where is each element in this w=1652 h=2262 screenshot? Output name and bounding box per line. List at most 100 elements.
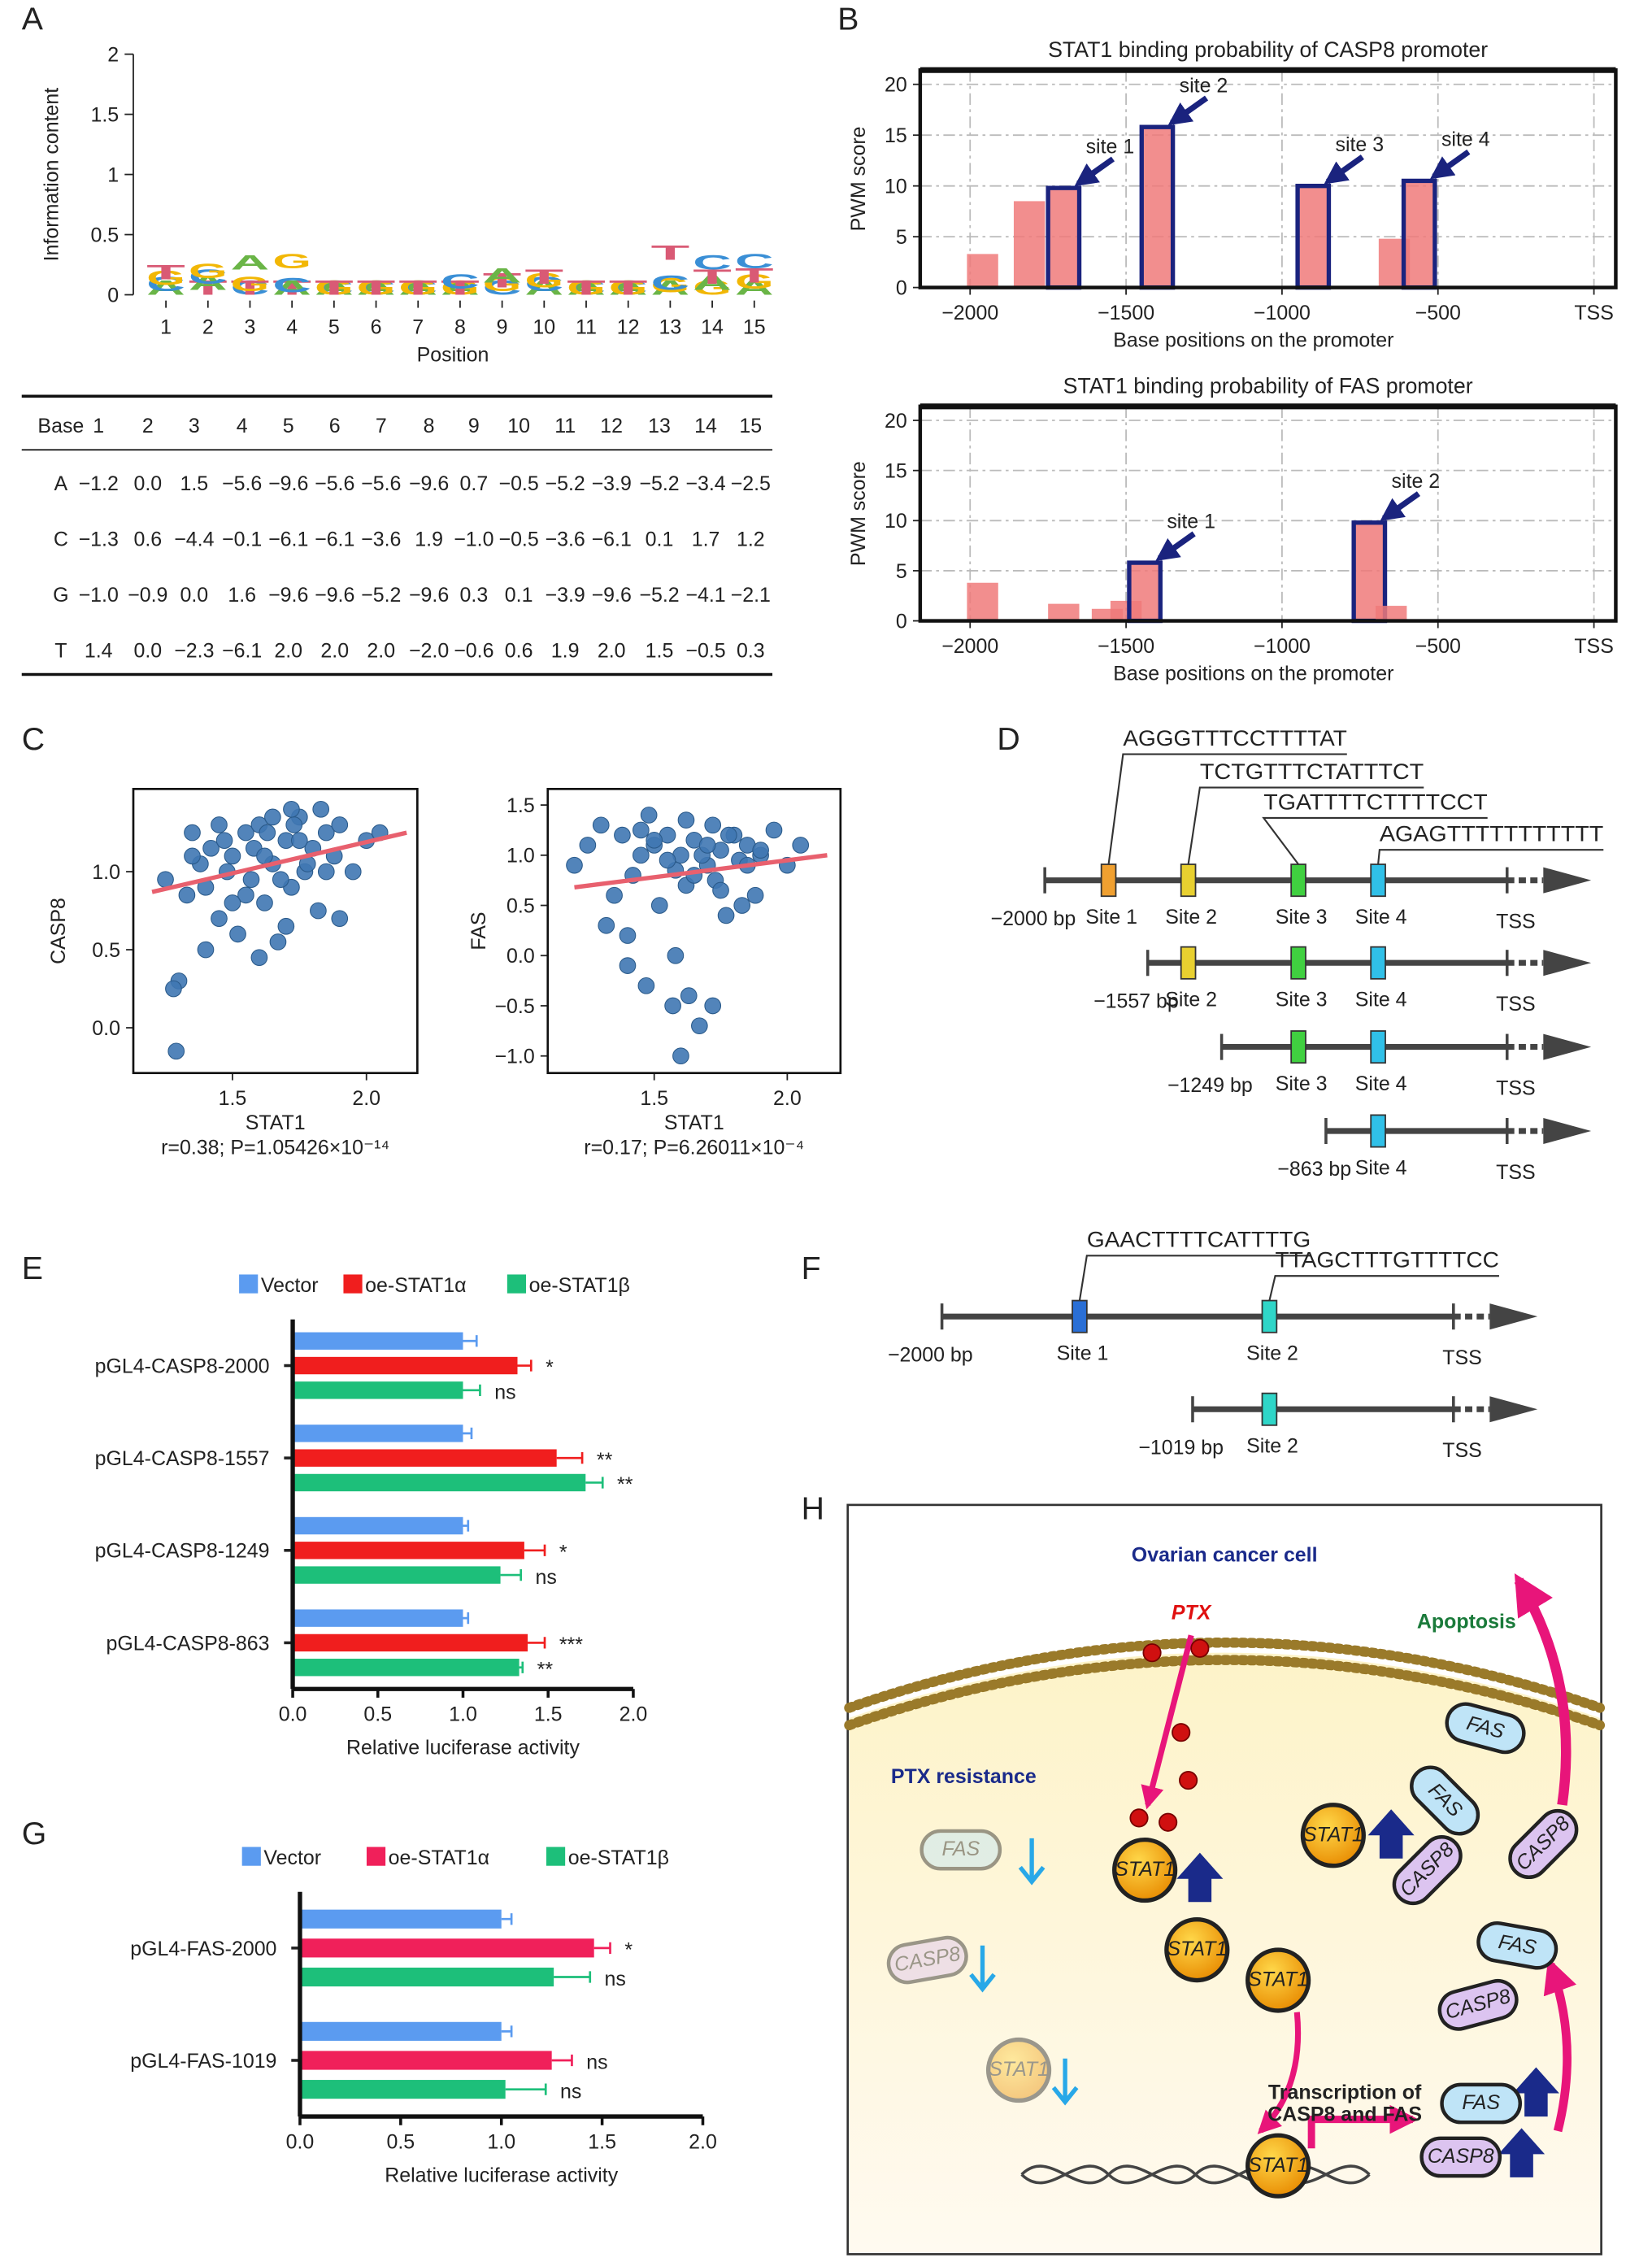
bar — [299, 1967, 554, 1987]
table-cell: −5.2 — [639, 584, 679, 607]
logo-letter: C — [693, 251, 732, 274]
x-tick-label: 1.0 — [487, 2130, 515, 2153]
y-tick-label: 10 — [885, 510, 907, 533]
plot-frame — [918, 404, 1618, 623]
site-label: Site 4 — [1355, 906, 1407, 929]
bar — [293, 1356, 518, 1375]
protein-body — [1392, 1835, 1463, 1906]
significance: ** — [597, 1449, 613, 1472]
bar — [1376, 606, 1407, 621]
error-bar — [501, 2025, 513, 2038]
y-tick-label: pGL4-CASP8-1557 — [95, 1447, 270, 1470]
sequence-leader — [1262, 816, 1488, 865]
logo-letter: C — [483, 277, 522, 300]
site-label: site 1 — [1167, 510, 1215, 533]
chart-title: STAT1 binding probability of CASP8 promo… — [1048, 37, 1488, 62]
logo-letter: G — [735, 271, 774, 294]
bar — [299, 2080, 506, 2099]
logo-letter: A — [272, 277, 311, 300]
table-cell: −1.0 — [454, 529, 493, 551]
end-label: TSS — [1496, 1161, 1535, 1184]
x-tick-label: TSS — [1574, 302, 1613, 324]
molecule: FAS — [1476, 1921, 1559, 1970]
point — [184, 847, 201, 865]
point — [290, 832, 308, 850]
molecule: STAT1 — [1164, 1916, 1230, 1983]
table-header: 5 — [283, 415, 294, 437]
point — [619, 927, 637, 944]
table-cell: −4.1 — [685, 584, 725, 607]
end-label: TSS — [1496, 910, 1535, 933]
point — [592, 816, 610, 834]
logo-letter: A — [693, 272, 732, 295]
molecule: FAS — [1445, 1702, 1526, 1755]
site-box — [1290, 863, 1306, 898]
logo-letter: C — [567, 277, 606, 300]
bar — [293, 1449, 557, 1467]
logo-letter: T — [609, 277, 648, 300]
table-cell: −0.6 — [454, 639, 493, 662]
site-label: Site 1 — [1085, 906, 1137, 929]
x-tick-label: 2.0 — [689, 2130, 717, 2153]
y-tick-label: 15 — [885, 124, 907, 147]
table-cell: 2.0 — [320, 639, 349, 662]
bar — [293, 1609, 463, 1627]
x-tick-label: 5 — [328, 316, 340, 339]
point — [579, 837, 597, 854]
logo-letter: T — [315, 277, 354, 300]
error-bar — [585, 1477, 604, 1489]
logo-letter: C — [398, 277, 437, 300]
logo-letter: T — [189, 277, 228, 300]
y-axis-label: PWM score — [847, 461, 870, 566]
site-label: Site 4 — [1355, 1072, 1407, 1095]
site-label: Site 2 — [1165, 989, 1217, 1011]
promoter-arrow — [1543, 867, 1592, 894]
site-box — [1180, 946, 1197, 980]
error-bar — [593, 1942, 611, 1954]
arrow — [1141, 1634, 1194, 1810]
table-cell: −0.5 — [685, 639, 725, 662]
point — [664, 997, 681, 1015]
start-label: −2000 bp — [991, 907, 1076, 930]
y-tick-label: 0 — [896, 277, 907, 300]
error-bar — [556, 1452, 584, 1464]
cell-title: Ovarian cancer cell — [1132, 1543, 1318, 1566]
x-tick-label: 9 — [497, 316, 508, 339]
logo-letter: A — [483, 265, 522, 288]
table-cell: −3.4 — [685, 472, 725, 495]
table-cell: 1.9 — [415, 529, 443, 551]
molecule: CASP8 — [1437, 1978, 1519, 2031]
point — [277, 917, 295, 935]
table-header: 11 — [554, 415, 576, 437]
site-bar — [1139, 124, 1176, 290]
x-tick-label: 3 — [245, 316, 256, 339]
site-box — [1370, 946, 1386, 980]
site-box — [1290, 946, 1306, 980]
point — [264, 808, 281, 826]
logo-letter: G — [609, 277, 648, 300]
panel-label: C — [22, 722, 45, 757]
end-label: TSS — [1496, 1077, 1535, 1099]
molecule: CASP8 — [1392, 1835, 1463, 1906]
x-tick-label: 1 — [160, 316, 172, 339]
table-cell: −5.2 — [639, 472, 679, 495]
point — [712, 881, 729, 899]
y-axis-label: CASP8 — [47, 898, 70, 964]
molecule-label: FAS — [941, 1838, 980, 1860]
y-tick-label: pGL4-FAS-2000 — [130, 1938, 276, 1960]
sequence-leader — [1107, 753, 1347, 865]
y-tick-label: pGL4-CASP8-2000 — [95, 1355, 270, 1377]
point — [317, 824, 335, 842]
x-tick-label: 15 — [743, 316, 766, 339]
significance: ns — [605, 1968, 626, 1990]
protein-body — [1437, 1978, 1519, 2031]
molecule: CASP8 — [1508, 1808, 1579, 1880]
table-cell: −6.1 — [222, 639, 262, 662]
sequence-leader — [1377, 849, 1604, 865]
point — [698, 837, 716, 854]
x-tick-label: 8 — [454, 316, 466, 339]
point — [331, 910, 349, 928]
point — [792, 837, 810, 854]
protein-body — [1410, 1765, 1480, 1836]
